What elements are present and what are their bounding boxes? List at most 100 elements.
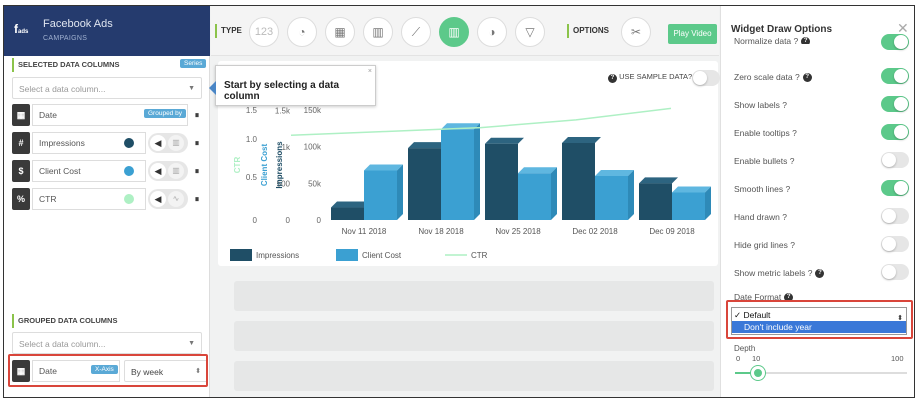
ctr-axis-title: CTR bbox=[233, 157, 242, 174]
date-series-row[interactable]: ▦ Date Grouped by ⏸ bbox=[12, 104, 202, 126]
client-cost-bar bbox=[672, 192, 705, 220]
legend-label: Client Cost bbox=[362, 251, 402, 260]
arrow-left-icon[interactable]: ◀ bbox=[150, 191, 166, 207]
metric-row-impressions[interactable]: # Impressions ◀ ▥ ⏸ bbox=[12, 132, 202, 154]
options-button[interactable]: ✂ bbox=[621, 17, 651, 47]
funnel-icon: ▽ bbox=[525, 25, 535, 39]
line-chart-icon: ⟋ bbox=[411, 25, 421, 39]
impressions-axis-tick: 100k bbox=[304, 143, 322, 152]
legend-swatch bbox=[336, 249, 358, 261]
drag-handle-icon[interactable]: ⏸ bbox=[194, 194, 200, 204]
percent-icon: % bbox=[12, 188, 30, 210]
client-cost-bar-side bbox=[397, 164, 403, 220]
impressions-axis-title: Impressions bbox=[275, 141, 284, 189]
select-column-dropdown[interactable]: Select a data column... ▼ bbox=[12, 77, 202, 99]
option-label: Smooth lines ? bbox=[734, 184, 791, 194]
option-label: Show metric labels ?? bbox=[734, 268, 825, 279]
type-line-button[interactable]: ⟋ bbox=[401, 17, 431, 47]
type-number-button[interactable]: 123 bbox=[249, 17, 279, 47]
app-frame: fads Facebook Ads CAMPAIGNS SELECTED DAT… bbox=[3, 5, 915, 398]
arrow-left-icon[interactable]: ◀ bbox=[150, 163, 166, 179]
depth-value: 10 bbox=[752, 354, 761, 363]
option-toggle[interactable] bbox=[881, 96, 909, 112]
x-axis-tick: Nov 25 2018 bbox=[495, 227, 541, 236]
type-gauge-button[interactable]: ◔ bbox=[287, 17, 317, 47]
onboarding-tooltip: Start by selecting a data column × bbox=[209, 65, 376, 106]
metric-row-client-cost[interactable]: $ Client Cost ◀ ▥ ⏸ bbox=[12, 160, 202, 182]
close-icon[interactable]: ✕ bbox=[897, 20, 909, 36]
option-toggle[interactable] bbox=[881, 180, 909, 196]
axis-side-toggle[interactable]: ◀ ▥ bbox=[148, 161, 188, 181]
close-icon[interactable]: × bbox=[367, 68, 372, 75]
option-toggle[interactable] bbox=[881, 68, 909, 84]
left-panel: fads Facebook Ads CAMPAIGNS SELECTED DAT… bbox=[4, 6, 210, 397]
drag-handle-icon[interactable]: ⏸ bbox=[194, 138, 200, 148]
cost-axis-tick: 1k bbox=[282, 143, 291, 152]
client-cost-bar-side bbox=[628, 170, 634, 220]
chart-svg: 00.51.01.505001k1.5k2k050k100k150kCTRCli… bbox=[230, 70, 711, 261]
type-label: TYPE bbox=[215, 24, 242, 38]
drag-handle-icon[interactable]: ⏸ bbox=[194, 110, 200, 120]
x-axis-tick: Dec 09 2018 bbox=[649, 227, 695, 236]
option-toggle[interactable] bbox=[881, 152, 909, 168]
arrow-left-icon[interactable]: ◀ bbox=[150, 135, 166, 151]
option-label: Show labels ? bbox=[734, 100, 787, 110]
client-cost-bar-top bbox=[518, 167, 557, 174]
depth-slider[interactable] bbox=[735, 366, 907, 380]
option-toggle[interactable] bbox=[881, 236, 909, 252]
x-axis-tick: Nov 11 2018 bbox=[342, 227, 387, 236]
ctr-axis-tick: 1.5 bbox=[246, 106, 258, 115]
series-color-swatch[interactable] bbox=[124, 138, 134, 148]
type-pie-button[interactable]: ◑ bbox=[477, 17, 507, 47]
tooltip-arrow bbox=[209, 81, 216, 95]
option-toggle[interactable] bbox=[881, 34, 909, 50]
metric-row-ctr[interactable]: % CTR ◀ ∿ ⏸ bbox=[12, 188, 202, 210]
help-icon: ? bbox=[608, 74, 617, 83]
date-format-option-no-year[interactable]: Don't include year bbox=[732, 321, 906, 333]
axis-side-toggle[interactable]: ◀ ∿ bbox=[148, 189, 188, 209]
type-funnel-button[interactable]: ▽ bbox=[515, 17, 545, 47]
type-bar-button[interactable]: ▥ bbox=[363, 17, 393, 47]
cost-axis-tick: 500 bbox=[277, 179, 291, 188]
x-axis-tick: Dec 02 2018 bbox=[572, 227, 618, 236]
type-combo-button[interactable]: ▥ bbox=[439, 17, 469, 47]
bar-chart-icon[interactable]: ▥ bbox=[168, 163, 184, 179]
date-format-label: Date Format? bbox=[734, 292, 794, 303]
use-sample-data-toggle[interactable] bbox=[692, 70, 720, 86]
x-axis-tick: Nov 18 2018 bbox=[418, 227, 464, 236]
bar-chart-icon[interactable]: ▥ bbox=[168, 135, 184, 151]
ctr-line bbox=[290, 107, 672, 137]
play-video-button[interactable]: Play Video bbox=[668, 24, 717, 44]
use-sample-data-control: ? USE SAMPLE DATA? bbox=[608, 72, 692, 83]
date-xaxis-row[interactable]: ▦ Date X-Axis By week ⬍ bbox=[12, 360, 208, 382]
background-widget bbox=[234, 281, 714, 311]
client-cost-bar bbox=[595, 176, 628, 220]
line-chart-icon[interactable]: ∿ bbox=[168, 191, 184, 207]
group-column-dropdown[interactable]: Select a data column... ▼ bbox=[12, 332, 202, 354]
tooltip-text: Start by selecting a data column bbox=[224, 80, 340, 102]
option-toggle[interactable] bbox=[881, 208, 909, 224]
client-cost-bar-top bbox=[672, 186, 711, 193]
widget-options-panel: Widget Draw Options ✕ Normalize data ?? Z… bbox=[720, 6, 914, 397]
option-toggle[interactable] bbox=[881, 124, 909, 140]
highlight-box bbox=[726, 300, 913, 339]
option-toggle[interactable] bbox=[881, 264, 909, 280]
combo-chart-icon: ▥ bbox=[448, 25, 460, 39]
x-axis-badge: X-Axis bbox=[91, 365, 118, 374]
help-icon: ? bbox=[784, 293, 794, 303]
series-color-swatch[interactable] bbox=[124, 166, 134, 176]
select-column-placeholder: Select a data column... bbox=[19, 84, 106, 94]
drag-handle-icon[interactable]: ⏸ bbox=[194, 166, 200, 176]
depth-slider-handle[interactable] bbox=[751, 366, 765, 380]
depth-label: Depth bbox=[734, 344, 756, 353]
client-cost-bar-side bbox=[551, 167, 557, 220]
axis-side-toggle[interactable]: ◀ ▥ bbox=[148, 133, 188, 153]
date-format-dropdown[interactable]: ✓ Default Don't include year ⬍ bbox=[731, 307, 907, 335]
date-format-option-default[interactable]: ✓ Default bbox=[734, 310, 771, 320]
impressions-bar bbox=[639, 183, 672, 220]
ctr-axis-tick: 0 bbox=[253, 216, 258, 225]
ctr-axis-tick: 1.0 bbox=[246, 135, 258, 144]
series-color-swatch[interactable] bbox=[124, 194, 134, 204]
grouped-by-badge: Grouped by bbox=[144, 109, 186, 118]
type-table-button[interactable]: ▦ bbox=[325, 17, 355, 47]
